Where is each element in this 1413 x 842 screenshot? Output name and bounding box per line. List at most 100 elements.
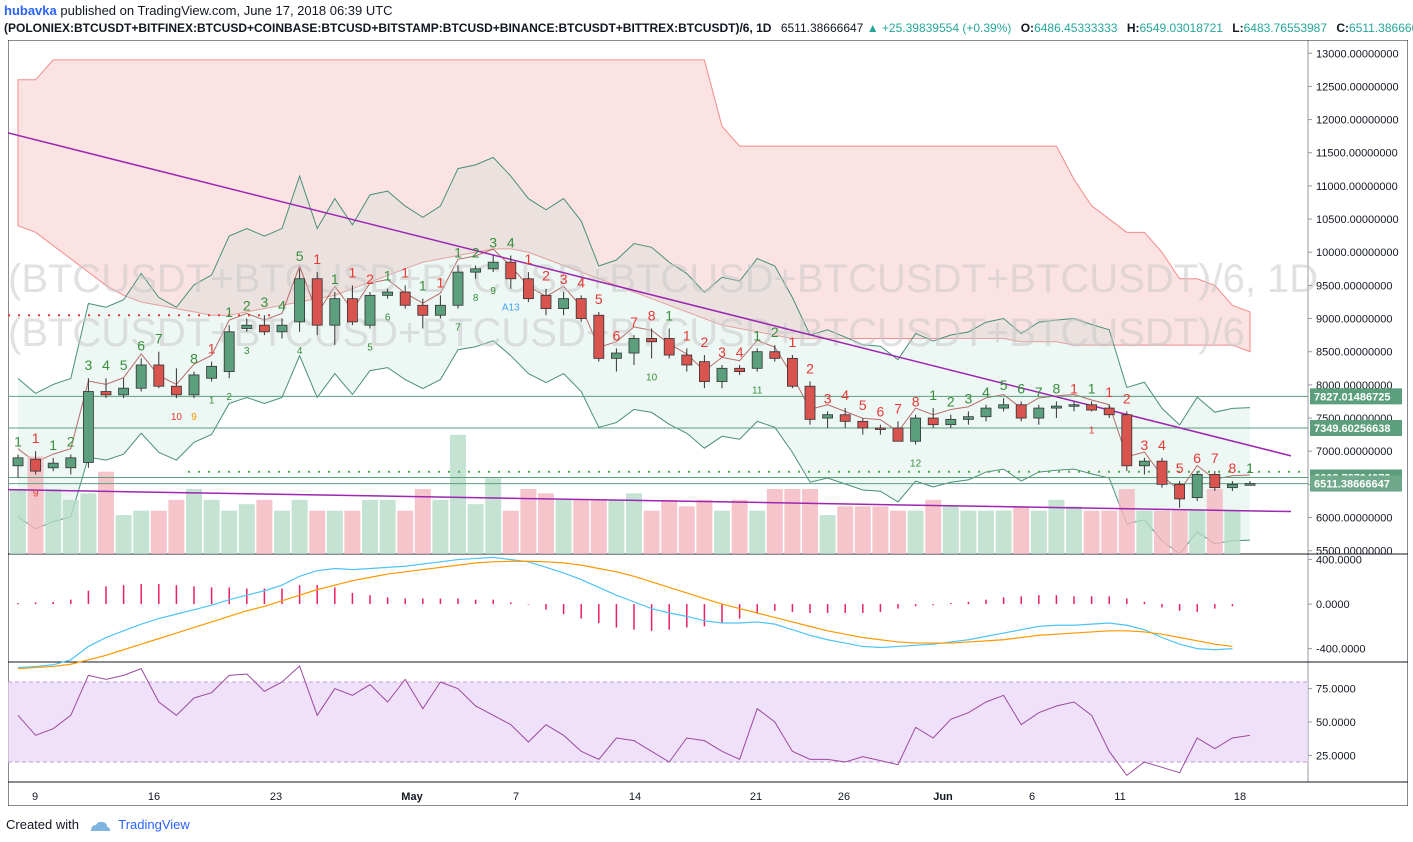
candle-body	[83, 391, 94, 463]
volume-bar	[819, 515, 836, 554]
candle-body	[1244, 483, 1256, 486]
candle-body	[927, 417, 939, 426]
volume-bar	[1118, 489, 1135, 554]
volume-bar	[150, 510, 167, 554]
candle-body	[170, 385, 182, 396]
candle-body	[892, 427, 904, 442]
candle-body	[769, 351, 781, 359]
volume-bar	[520, 489, 537, 554]
td-count-label: 1	[1088, 380, 1096, 396]
tradingview-link[interactable]: TradingView	[118, 817, 190, 832]
td-count-label: 1	[208, 341, 216, 357]
td-count-label: 2	[806, 361, 814, 377]
td-count-label: 1	[32, 430, 40, 446]
td-count-label: 2	[1123, 390, 1131, 406]
candle-body	[382, 291, 394, 296]
candle-body	[294, 278, 306, 323]
price-axis-label: 7000.00000000	[1316, 446, 1392, 458]
td-count-label: 5	[1176, 460, 1184, 476]
td-count-label: 8	[1053, 380, 1061, 396]
td-count-label: 6	[1017, 380, 1025, 396]
chart-area[interactable]: (BTCUSDT+BTCUSD+BTCUSD+BTCUSD+BTCUSDT+BT…	[7, 39, 1409, 807]
td-count-label: 1	[1105, 384, 1113, 400]
volume-bar	[802, 489, 818, 554]
macd-signal-line	[17, 560, 1233, 670]
td-count-label: 2	[366, 271, 374, 287]
td-count-label: 3	[718, 344, 726, 360]
td-count-label: 4	[102, 357, 110, 373]
candle-body	[804, 385, 816, 420]
candle-body	[452, 271, 464, 306]
volume-bar	[925, 499, 942, 554]
candle-body	[1174, 483, 1185, 500]
candle-body	[663, 338, 675, 356]
author-link[interactable]: hubavka	[4, 3, 57, 18]
volume-bar	[45, 489, 62, 554]
td-count-label: 1	[1246, 460, 1254, 476]
moving-average-line	[17, 248, 1251, 492]
volume-bar	[749, 510, 766, 554]
td-setup-label: 12	[910, 459, 922, 470]
td-count-label: 5	[1000, 377, 1008, 393]
td-count-label: 6	[137, 337, 145, 353]
volume-bar	[238, 504, 255, 554]
td-count-label: 2	[67, 434, 75, 450]
td-count-label: 2	[243, 298, 251, 314]
td-count-label: 1	[665, 308, 673, 324]
open-value: 6486.45333333	[1034, 21, 1118, 35]
time-axis-label: 18	[1234, 791, 1246, 803]
volume-bar	[643, 510, 660, 554]
td-count-label: 1	[454, 244, 462, 260]
volume-bar	[714, 510, 730, 554]
td-setup-label: 1	[1089, 425, 1095, 436]
td-count-label: 8	[190, 351, 198, 367]
td-setup-label: 6	[385, 313, 391, 324]
td-count-label: 5	[296, 248, 304, 264]
td-count-label: 1	[683, 327, 691, 343]
volume-bar	[467, 504, 484, 554]
td-setup-label: 11	[752, 386, 763, 397]
td-setup-label: 4	[297, 346, 303, 357]
volume-bar	[1171, 510, 1188, 554]
rsi-band	[8, 682, 1308, 762]
td-count-label: 2	[947, 394, 955, 410]
macd-line	[17, 556, 1233, 669]
price-axis-label: 12500.00000000	[1316, 81, 1399, 93]
td-count-label: 7	[1035, 384, 1043, 400]
open-label: O:	[1020, 21, 1035, 35]
td-count-label: 1	[225, 304, 233, 320]
td-count-label: 5	[859, 397, 867, 413]
volume-bar	[362, 499, 378, 554]
candle-body	[364, 294, 376, 326]
descending-trendline	[7, 132, 1292, 457]
candle-body	[716, 367, 728, 382]
td-count-label: 1	[789, 334, 797, 350]
chart-svg[interactable]: (BTCUSDT+BTCUSD+BTCUSD+BTCUSD+BTCUSDT+BT…	[7, 39, 1409, 807]
volume-bar	[890, 510, 906, 554]
time-axis-label: Jun	[933, 791, 953, 803]
volume-bar	[485, 478, 502, 554]
price-axis-label: 10000.00000000	[1316, 247, 1399, 259]
candle-body	[593, 314, 605, 359]
volume-bar	[168, 499, 185, 554]
volume-bar	[1224, 510, 1241, 554]
candle-body	[417, 304, 429, 316]
volume-bar	[1048, 499, 1065, 554]
td-count-label: 1	[437, 274, 445, 290]
price-axis-label: 8500.00000000	[1316, 347, 1392, 359]
td-count-label: 3	[489, 235, 497, 251]
volume-bar	[291, 499, 308, 554]
volume-bar	[978, 510, 994, 554]
macd-axis-label: 0.0000	[1316, 599, 1350, 611]
volume-bar	[1189, 510, 1206, 554]
high-value: 6549.03018721	[1139, 21, 1223, 35]
candle-body	[346, 298, 358, 323]
volume-bar	[432, 499, 449, 554]
td-count-label: 1	[49, 437, 57, 453]
volume-bar	[555, 499, 572, 554]
candle-body	[399, 291, 411, 306]
volume-bar	[1066, 506, 1082, 554]
candle-body	[241, 324, 253, 329]
time-axis-label: 6	[1029, 791, 1035, 803]
volume-bar	[62, 499, 79, 554]
